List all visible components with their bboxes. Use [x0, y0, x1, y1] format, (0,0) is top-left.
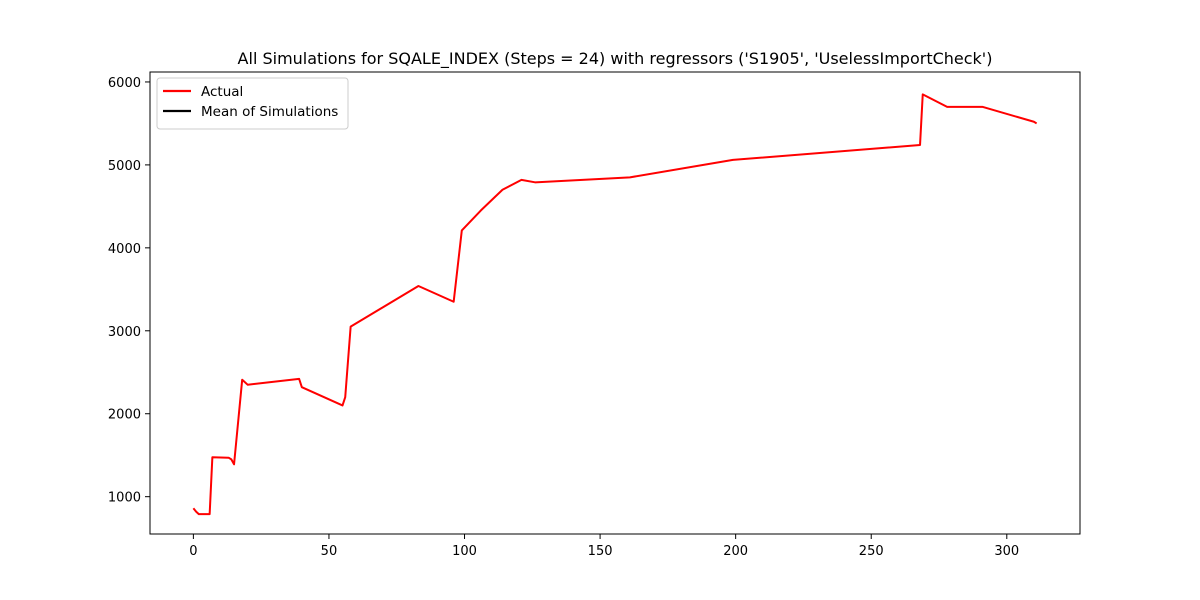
x-tick-label: 50 [321, 544, 338, 559]
y-tick-label: 1000 [108, 491, 141, 506]
axes: 0 50 100 150 200 250 300 1000 2000 3000 4000 5000 60… [108, 71, 1081, 559]
x-tick-label: 250 [859, 544, 884, 559]
axes-frame [149, 71, 1081, 535]
legend-label: Mean of Simulations [201, 104, 338, 120]
chart-title: All Simulations for SQALE_INDEX (Steps =… [238, 49, 993, 69]
x-tick-label: 100 [452, 544, 477, 559]
y-tick-label: 2000 [108, 408, 141, 423]
legend-label: Actual [201, 84, 243, 100]
x-tick-label: 300 [994, 544, 1019, 559]
legend: Actual Mean of Simulations [156, 77, 349, 130]
y-tick-label: 6000 [108, 76, 141, 91]
y-tick-label: 4000 [108, 242, 141, 257]
y-tick-label: 3000 [108, 325, 141, 340]
x-tick-label: 150 [588, 544, 613, 559]
x-tick-label: 0 [189, 544, 197, 559]
legend-box [156, 77, 349, 130]
x-tick-label: 200 [723, 544, 748, 559]
plot-area [192, 93, 1038, 516]
y-tick-label: 5000 [108, 159, 141, 174]
series-line-actual [192, 93, 1038, 516]
